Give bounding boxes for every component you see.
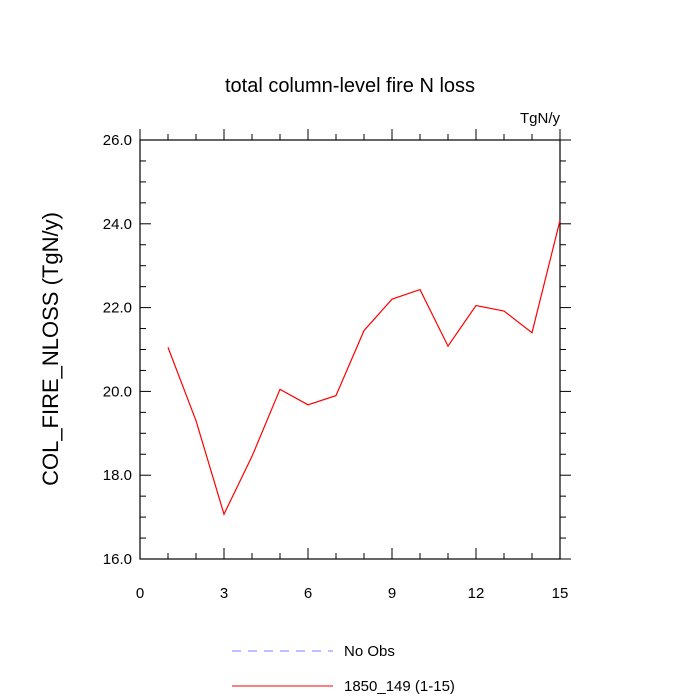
y-tick-label: 22.0 — [103, 300, 132, 317]
y-tick-label: 18.0 — [103, 467, 132, 484]
x-axis: 0 3 6 9 12 15 — [136, 129, 569, 602]
legend-label: 1850_149 (1-15) — [344, 678, 455, 695]
series-group — [167, 220, 561, 516]
x-tick-label: 15 — [552, 585, 569, 602]
units-label: TgN/y — [520, 110, 561, 127]
y-axis: 16.0 18.0 20.0 22.0 24.0 26.0 — [103, 132, 571, 568]
y-tick-label: 16.0 — [103, 551, 132, 568]
x-tick-label: 3 — [220, 585, 228, 602]
y-tick-label: 24.0 — [103, 216, 132, 233]
x-tick-label: 9 — [388, 585, 396, 602]
y-tick-label: 20.0 — [103, 383, 132, 400]
x-tick-label: 0 — [136, 585, 144, 602]
chart-title: total column-level fire N loss — [225, 75, 475, 97]
series-line — [167, 220, 561, 516]
plot-frame — [139, 139, 561, 560]
x-tick-label: 12 — [468, 585, 485, 602]
y-axis-label: COL_FIRE_NLOSS (TgN/y) — [38, 212, 63, 486]
x-tick-label: 6 — [304, 585, 312, 602]
legend-label: No Obs — [344, 643, 395, 660]
minor-ticks — [140, 134, 566, 559]
legend: No Obs 1850_149 (1-15) — [232, 643, 455, 695]
y-tick-label: 26.0 — [103, 132, 132, 149]
